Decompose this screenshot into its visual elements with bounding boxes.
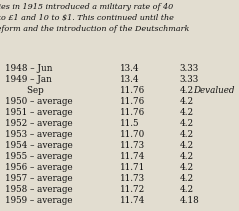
- Text: 3.33: 3.33: [179, 75, 199, 84]
- Text: 4.2: 4.2: [179, 163, 193, 172]
- Text: 11.76: 11.76: [120, 97, 145, 106]
- Text: 11.74: 11.74: [120, 152, 145, 161]
- Text: 11.72: 11.72: [120, 185, 145, 194]
- Text: The Allies in 1915 introduced a military rate of 40
marks to £1 and 10 to $1. Th: The Allies in 1915 introduced a military…: [0, 3, 189, 32]
- Text: 1953 – average: 1953 – average: [5, 130, 72, 139]
- Text: 4.2: 4.2: [179, 86, 193, 95]
- Text: 11.71: 11.71: [120, 163, 145, 172]
- Text: 1957 – average: 1957 – average: [5, 174, 72, 183]
- Text: 11.73: 11.73: [120, 174, 145, 183]
- Text: 11.5: 11.5: [120, 119, 139, 128]
- Text: 1948 – Jun: 1948 – Jun: [5, 64, 52, 73]
- Text: 13.4: 13.4: [120, 75, 139, 84]
- Text: 11.70: 11.70: [120, 130, 145, 139]
- Text: 1955 – average: 1955 – average: [5, 152, 72, 161]
- Text: 4.2: 4.2: [179, 97, 193, 106]
- Text: 1949 – Jan: 1949 – Jan: [5, 75, 52, 84]
- Text: 4.2: 4.2: [179, 152, 193, 161]
- Text: 1954 – average: 1954 – average: [5, 141, 72, 150]
- Text: 11.73: 11.73: [120, 141, 145, 150]
- Text: 1958 – average: 1958 – average: [5, 185, 72, 194]
- Text: 11.76: 11.76: [120, 86, 145, 95]
- Text: 1951 – average: 1951 – average: [5, 108, 72, 117]
- Text: 4.2: 4.2: [179, 130, 193, 139]
- Text: 4.2: 4.2: [179, 185, 193, 194]
- Text: 3.33: 3.33: [179, 64, 199, 73]
- Text: 13.4: 13.4: [120, 64, 139, 73]
- Text: 1956 – average: 1956 – average: [5, 163, 72, 172]
- Text: 4.18: 4.18: [179, 196, 199, 205]
- Text: 1950 – average: 1950 – average: [5, 97, 72, 106]
- Text: Sep: Sep: [5, 86, 43, 95]
- Text: 11.76: 11.76: [120, 108, 145, 117]
- Text: 4.2: 4.2: [179, 119, 193, 128]
- Text: 4.2: 4.2: [179, 141, 193, 150]
- Text: Devalued: Devalued: [194, 86, 235, 95]
- Text: 1952 – average: 1952 – average: [5, 119, 72, 128]
- Text: 11.74: 11.74: [120, 196, 145, 205]
- Text: 4.2: 4.2: [179, 108, 193, 117]
- Text: 1959 – average: 1959 – average: [5, 196, 72, 205]
- Text: 4.2: 4.2: [179, 174, 193, 183]
